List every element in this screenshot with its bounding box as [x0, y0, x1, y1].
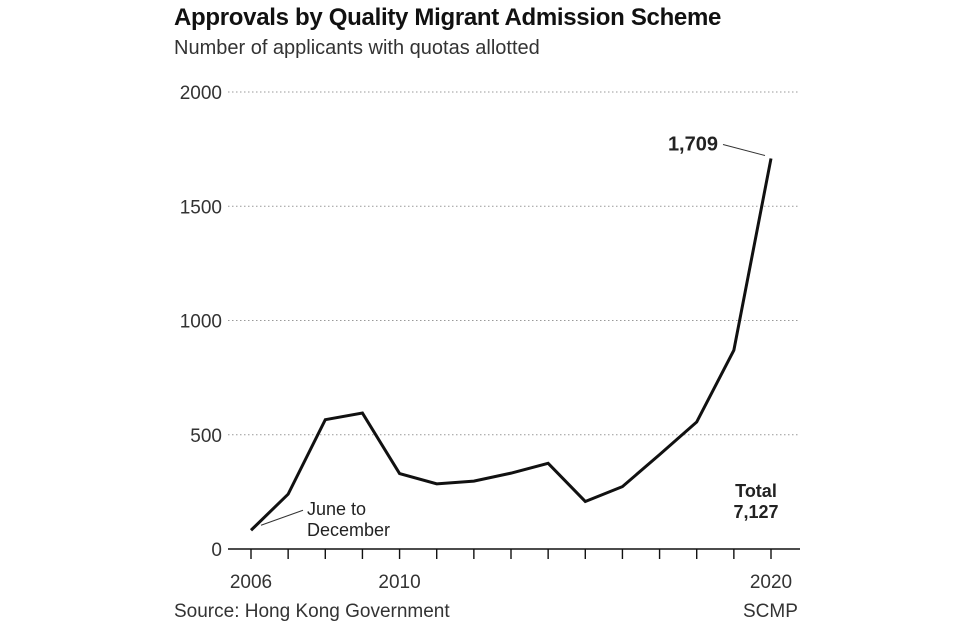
credit-label: SCMP	[743, 601, 798, 622]
first-point-note-line-2: December	[307, 520, 390, 540]
y-tick-label-2000: 2000	[180, 83, 222, 104]
chart-title: Approvals by Quality Migrant Admission S…	[174, 4, 722, 31]
x-tick-label-2020: 2020	[750, 572, 792, 593]
source-note: Source: Hong Kong Government	[174, 601, 450, 622]
first-point-leader-line	[260, 509, 304, 526]
x-axis: 2006 2010 2020	[228, 548, 800, 593]
x-tick-label-2006: 2006	[230, 572, 272, 593]
total-label: Total	[735, 481, 777, 501]
y-tick-label-500: 500	[190, 426, 222, 447]
total-value: 7,127	[733, 502, 778, 522]
last-value-leader-line	[722, 144, 766, 156]
y-axis-tick-labels: 0 500 1000 1500 2000	[180, 83, 222, 561]
y-tick-label-1500: 1500	[180, 197, 222, 218]
last-value-label: 1,709	[668, 133, 718, 155]
chart-subtitle: Number of applicants with quotas allotte…	[174, 37, 540, 59]
y-tick-label-1000: 1000	[180, 312, 222, 333]
series-line-0	[249, 158, 773, 532]
y-tick-label-0: 0	[211, 540, 222, 561]
grid-lines	[228, 91, 800, 436]
x-tick-label-2010: 2010	[378, 572, 420, 593]
first-point-note-line-1: June to	[307, 499, 366, 519]
series-group	[249, 158, 773, 532]
